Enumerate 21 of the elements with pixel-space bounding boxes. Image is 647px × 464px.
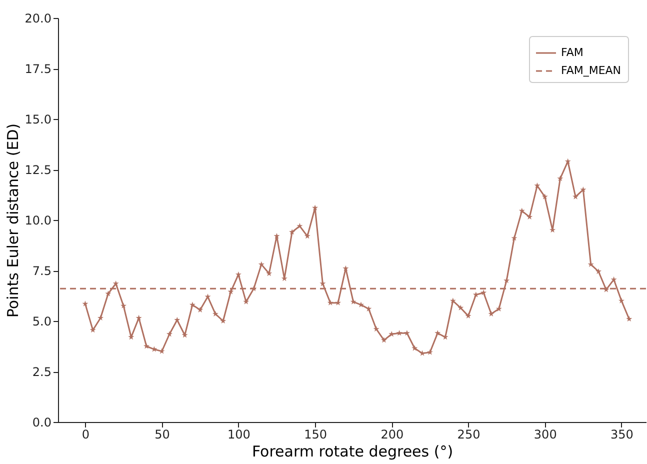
y-tick-label: 5.0 [32, 314, 52, 328]
x-tick-label: 250 [457, 428, 480, 442]
x-tick-label: 100 [227, 428, 250, 442]
x-tick-label: 150 [304, 428, 327, 442]
x-axis-title: Forearm rotate degrees (°) [252, 442, 454, 460]
x-tick-label: 350 [610, 428, 634, 442]
y-tick-label: 20.0 [24, 12, 52, 26]
x-tick-label: 0 [82, 428, 90, 442]
x-tick-label: 300 [534, 428, 557, 442]
x-tick-label: 50 [154, 428, 170, 442]
legend-label: FAM [561, 46, 584, 59]
legend-label: FAM_MEAN [561, 64, 622, 77]
y-tick-label: 7.5 [32, 264, 52, 278]
x-tick-label: 200 [380, 428, 404, 442]
y-tick-label: 17.5 [24, 62, 52, 76]
y-tick-label: 10.0 [24, 214, 52, 228]
y-tick-label: 0.0 [32, 416, 52, 430]
y-tick-label: 2.5 [32, 365, 52, 379]
y-tick-label: 15.0 [24, 112, 52, 126]
y-axis-title: Points Euler distance (ED) [4, 123, 22, 318]
y-tick-label: 12.5 [24, 163, 52, 177]
